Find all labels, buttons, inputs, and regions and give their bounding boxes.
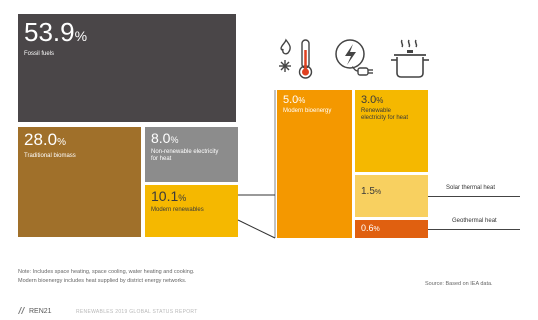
geothermal-callout: Geothermal heat bbox=[452, 218, 497, 224]
tile-renewable-electricity-heat: 3.0% Renewable electricity for heat bbox=[355, 90, 428, 172]
tile-solar-thermal: 1.5% bbox=[355, 175, 428, 217]
non-renewable-label: Non-renewable electricity for heat bbox=[151, 149, 219, 162]
modern-renewables-label: Modern renewables bbox=[151, 207, 204, 213]
fossil-fuels-value: 53.9% bbox=[24, 17, 88, 47]
tile-modern-bioenergy: 5.0% Modern bioenergy bbox=[277, 90, 352, 238]
renewable-electricity-value: 3.0% bbox=[361, 94, 384, 106]
footnote-1: Note: Includes space heating, space cool… bbox=[18, 269, 195, 275]
modern-bioenergy-label: Modern bioenergy bbox=[283, 108, 332, 114]
footnote-2: Modern bioenergy includes heat supplied … bbox=[18, 278, 187, 284]
source-note: Source: Based on IEA data. bbox=[425, 281, 493, 287]
tile-geothermal: 0.6% bbox=[355, 220, 428, 238]
tile-traditional-biomass: 28.0% Traditional biomass bbox=[18, 127, 141, 237]
modern-bioenergy-value: 5.0% bbox=[283, 94, 306, 106]
fossil-fuels-label: Fossil fuels bbox=[24, 51, 55, 57]
electricity-plug-icon bbox=[330, 36, 376, 82]
tile-modern-renewables: 10.1% Modern renewables bbox=[145, 185, 238, 237]
footer-brand: REN21 bbox=[18, 307, 52, 315]
solar-thermal-value: 1.5% bbox=[361, 186, 382, 197]
renewable-electricity-label: Renewable electricity for heat bbox=[361, 108, 409, 121]
footer-report-title: RENEWABLES 2019 GLOBAL STATUS REPORT bbox=[76, 309, 198, 315]
solar-thermal-callout: Solar thermal heat bbox=[446, 185, 496, 191]
non-renewable-value: 8.0% bbox=[151, 130, 179, 146]
flame-snowflake-thermometer-icon bbox=[276, 36, 322, 82]
modern-renewables-value: 10.1% bbox=[151, 188, 187, 204]
traditional-biomass-value: 28.0% bbox=[24, 130, 66, 149]
ren21-logo-icon bbox=[18, 307, 26, 314]
tile-non-renewable-electricity: 8.0% Non-renewable electricity for heat bbox=[145, 127, 238, 182]
geothermal-callout-line bbox=[428, 229, 520, 230]
tile-fossil-fuels: 53.9% Fossil fuels bbox=[18, 14, 236, 122]
traditional-biomass-label: Traditional biomass bbox=[24, 153, 76, 159]
cooking-pot-icon bbox=[388, 36, 434, 82]
solar-thermal-callout-line bbox=[428, 196, 520, 197]
geothermal-value: 0.6% bbox=[361, 223, 380, 233]
